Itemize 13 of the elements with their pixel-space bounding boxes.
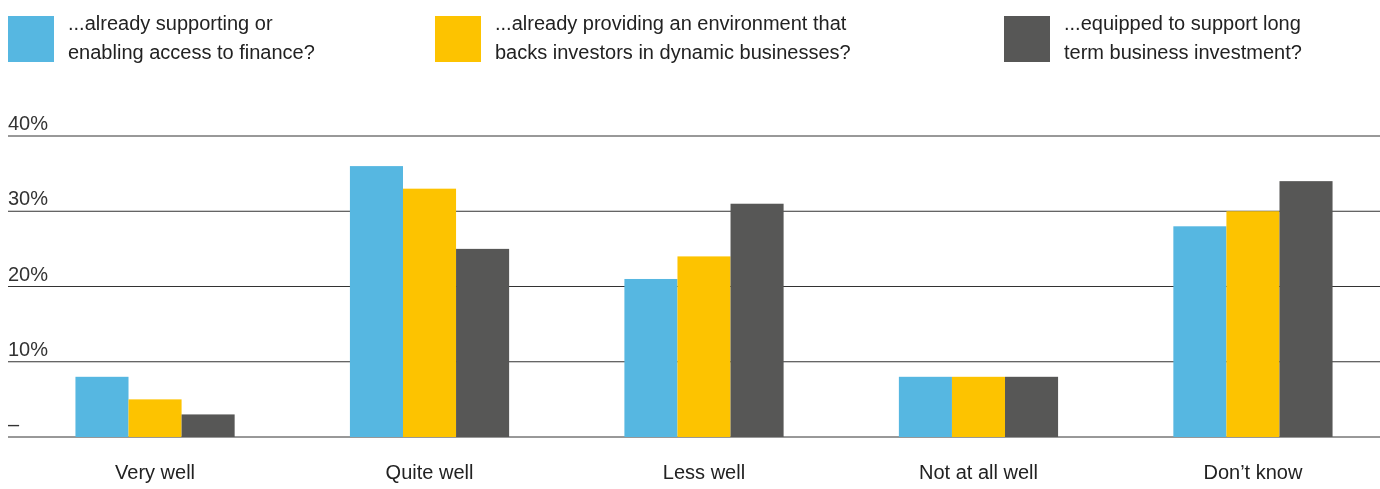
y-tick-label: 20% [8,262,49,285]
legend-label: ...already providing an environment that backs investors in dynamic businesses? [495,12,851,63]
y-tick-label: 30% [8,187,49,210]
legend-label: ...already supporting or enabling access to finance? [68,12,315,63]
x-tick-label: Don’t know [1203,461,1303,483]
x-tick-label: Less well [662,461,746,483]
y-tick-label: – [8,413,20,435]
x-tick-label: Very well [115,461,196,483]
x-tick-label: Not at all well [919,461,1038,483]
y-tick-label: 40% [8,112,49,134]
y-tick-label: 10% [8,337,49,360]
x-tick-label: Quite well [385,461,474,483]
legend-label: ...equipped to support long term business investment? [1064,12,1302,63]
